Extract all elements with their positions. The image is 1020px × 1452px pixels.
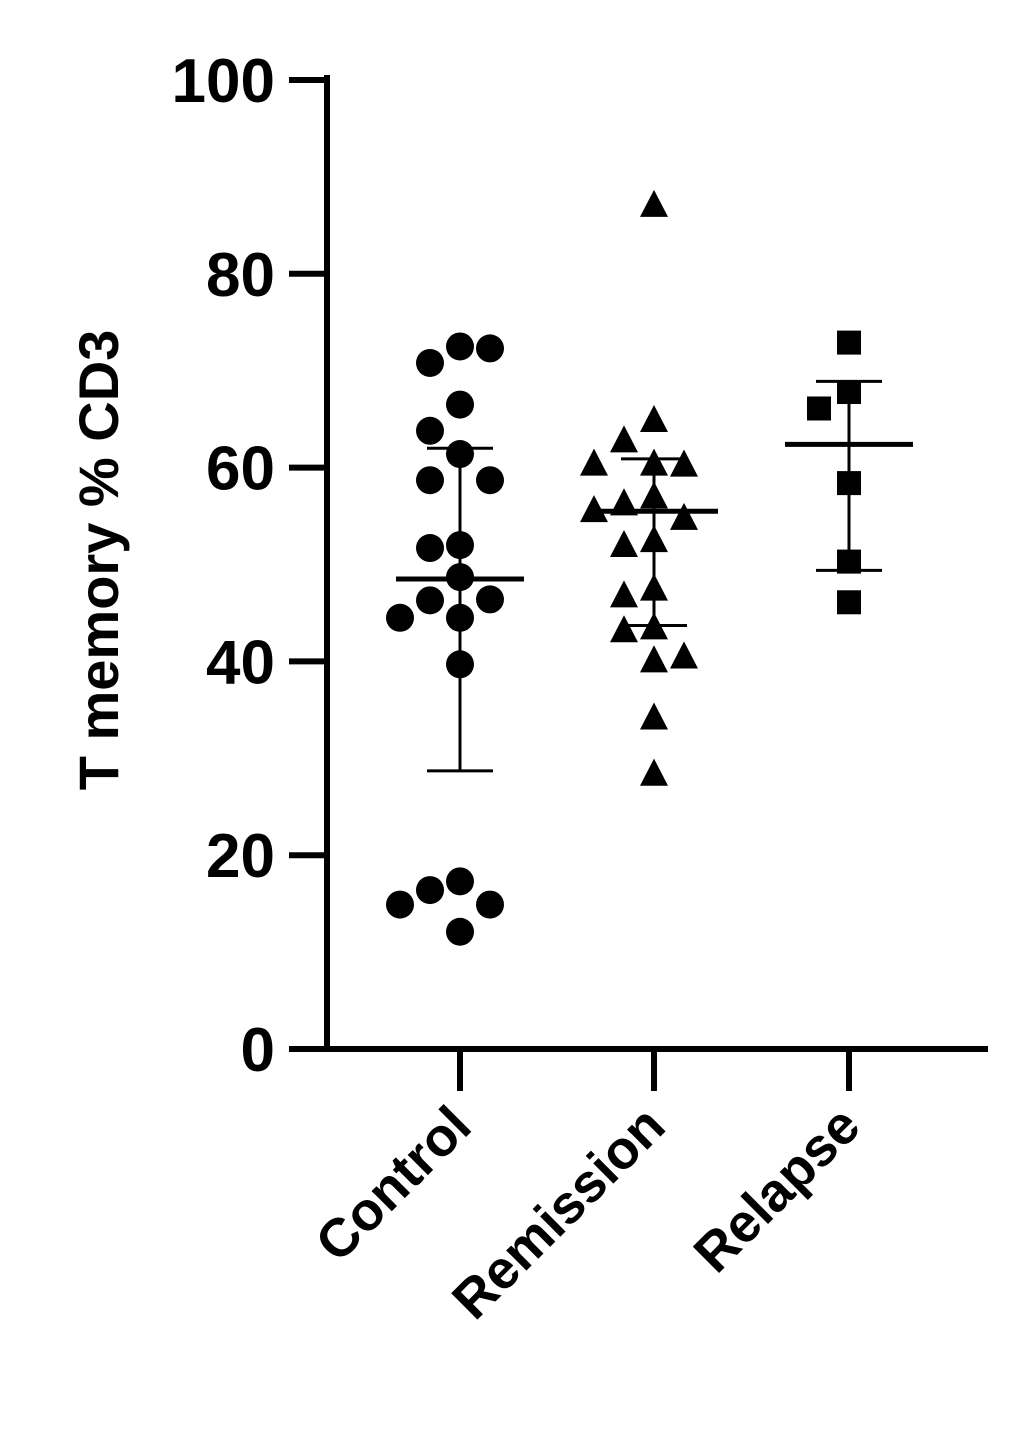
control-point	[416, 586, 444, 615]
control-point	[386, 603, 414, 632]
remission-point	[580, 495, 608, 523]
x-tick-label-relapse: Relapse	[683, 1095, 872, 1284]
remission-point	[640, 448, 668, 476]
control-point	[416, 348, 444, 377]
remission-point	[640, 189, 668, 217]
remission-point	[640, 573, 668, 601]
control-point	[446, 563, 474, 592]
control-point	[446, 650, 474, 679]
remission-point	[610, 425, 638, 453]
remission-point	[640, 612, 668, 640]
y-tick-label: 100	[172, 47, 275, 116]
control-point	[416, 466, 444, 495]
remission-point	[580, 448, 608, 476]
remission-point	[670, 449, 698, 477]
control-point	[446, 867, 474, 896]
relapse-point	[807, 396, 831, 421]
control-point	[446, 603, 474, 632]
y-tick-label: 60	[206, 435, 275, 504]
remission-point	[610, 529, 638, 558]
y-tick-label: 20	[206, 822, 275, 891]
remission-point	[670, 641, 698, 669]
control-point	[416, 534, 444, 563]
control-point	[476, 466, 504, 495]
y-tick-label: 40	[206, 628, 275, 697]
x-tick-label-remission: Remission	[441, 1095, 677, 1331]
y-tick-label: 80	[206, 241, 275, 310]
x-tick-label-control: Control	[304, 1095, 482, 1273]
remission-point	[640, 645, 668, 673]
y-tick-label: 0	[241, 1016, 275, 1085]
relapse-point	[837, 590, 861, 615]
control-point	[476, 585, 504, 614]
remission-point	[640, 758, 668, 786]
control-point	[476, 890, 504, 919]
relapse-point	[837, 330, 861, 355]
control-point	[446, 332, 474, 361]
relapse-point	[837, 471, 861, 496]
remission-point	[640, 702, 668, 730]
control-point	[476, 334, 504, 363]
remission-point	[670, 502, 698, 530]
remission-point	[610, 580, 638, 608]
control-point	[446, 440, 474, 469]
remission-point	[640, 525, 668, 553]
control-point	[446, 390, 474, 419]
y-axis-title: T memory % CD3	[67, 330, 130, 791]
remission-point	[640, 481, 668, 509]
control-point	[446, 531, 474, 560]
control-point	[416, 416, 444, 445]
relapse-point	[837, 549, 861, 574]
data-points	[386, 189, 861, 946]
remission-point	[640, 404, 668, 433]
remission-point	[610, 615, 638, 643]
control-point	[386, 890, 414, 919]
relapse-point	[837, 380, 861, 405]
control-point	[446, 917, 474, 946]
y-ticks: 0 20 40 60 80 100	[172, 47, 327, 1085]
remission-point	[610, 488, 638, 516]
control-point	[416, 876, 444, 905]
